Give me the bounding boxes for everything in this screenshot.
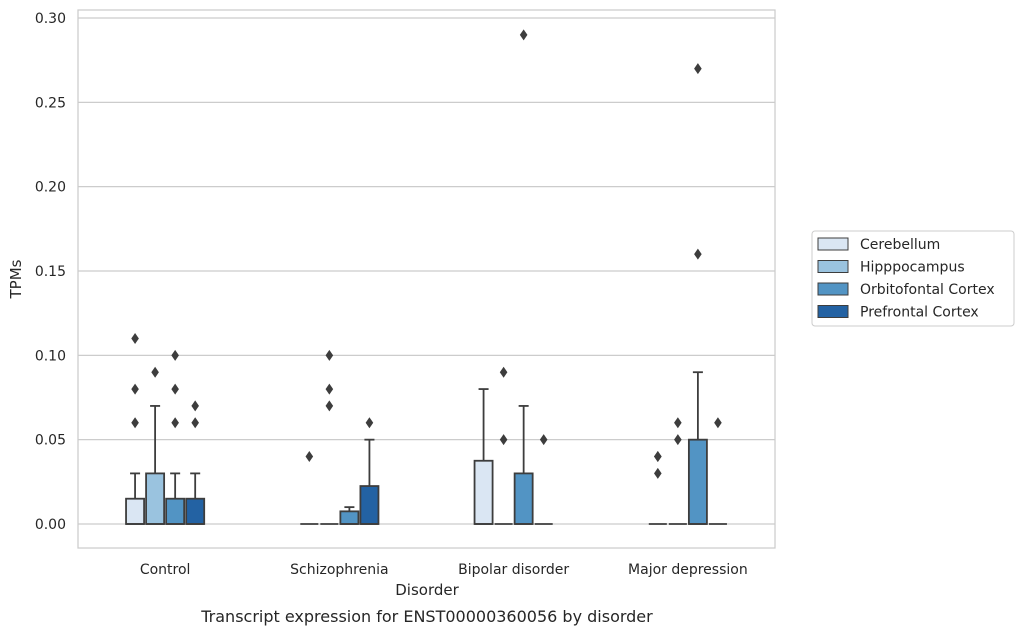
- y-tick-label: 0.10: [35, 348, 66, 364]
- x-axis-title: Disorder: [395, 581, 459, 599]
- outlier-point: [499, 434, 508, 446]
- box-body: [165, 497, 186, 525]
- legend-frame: [811, 230, 1015, 327]
- outlier-point: [519, 29, 528, 41]
- box-body: [125, 497, 145, 525]
- box-body: [513, 472, 534, 525]
- y-tick-label: 0.20: [35, 180, 66, 196]
- legend-swatch: [817, 237, 849, 251]
- legend-swatch: [817, 282, 849, 296]
- box-hipppocampus: [494, 366, 513, 525]
- legend-label: Hipppocampus: [860, 260, 965, 276]
- box-hipppocampus: [668, 417, 687, 525]
- box-body: [687, 438, 708, 525]
- box-prefrontal-cortex: [359, 417, 380, 525]
- box-body: [185, 497, 206, 525]
- outlier-point: [131, 417, 139, 429]
- outlier-point: [171, 417, 179, 429]
- box-orbitofontal-cortex: [339, 506, 360, 525]
- box-cerebellum: [473, 388, 494, 525]
- outlier-point: [131, 332, 139, 344]
- box-cerebellum: [125, 332, 145, 525]
- outlier-point: [325, 383, 334, 395]
- box-orbitofontal-cortex: [165, 349, 186, 525]
- box-cerebellum: [648, 451, 667, 525]
- outlier-point: [171, 383, 179, 395]
- box-hipppocampus: [145, 366, 166, 525]
- outlier-point: [674, 417, 682, 429]
- outlier-point: [654, 467, 662, 479]
- outlier-point: [151, 366, 159, 378]
- outlier-point: [305, 451, 314, 463]
- outlier-point: [365, 417, 374, 429]
- outlier-point: [539, 434, 548, 446]
- y-tick-label: 0.05: [35, 433, 66, 449]
- x-axis-ticks: Control Schizophrenia Bipolar disorder Majo…: [140, 562, 748, 578]
- outlier-point: [654, 451, 662, 463]
- outlier-point: [694, 63, 702, 75]
- y-tick-label: 0.00: [35, 517, 66, 533]
- legend-label: Prefrontal Cortex: [860, 305, 979, 321]
- outlier-point: [191, 400, 199, 412]
- box-body: [359, 485, 380, 525]
- legend-label: Orbitofontal Cortex: [860, 282, 995, 298]
- outlier-point: [674, 434, 682, 446]
- outlier-point: [694, 248, 702, 260]
- box-cerebellum: [300, 451, 319, 525]
- box-series: [125, 29, 727, 525]
- x-tick-label: Bipolar disorder: [458, 562, 569, 578]
- y-tick-label: 0.25: [35, 95, 66, 111]
- outlier-point: [714, 417, 722, 429]
- box-prefrontal-cortex: [185, 400, 206, 525]
- outlier-point: [325, 400, 334, 412]
- y-tick-label: 0.30: [35, 11, 66, 27]
- figure-caption: Transcript expression for ENST0000036005…: [200, 607, 653, 626]
- box-prefrontal-cortex: [708, 417, 727, 525]
- gridlines: [78, 17, 775, 525]
- y-tick-label: 0.15: [35, 264, 66, 280]
- box-orbitofontal-cortex: [687, 63, 708, 525]
- box-body: [473, 459, 494, 525]
- box-body: [145, 472, 166, 525]
- legend: Cerebellum Hipppocampus Orbitofontal Corte…: [811, 230, 1015, 327]
- y-axis-title: TPMs: [7, 259, 25, 299]
- box-body: [339, 510, 360, 525]
- x-tick-label: Control: [140, 562, 191, 578]
- outlier-point: [325, 349, 334, 361]
- box-orbitofontal-cortex: [513, 29, 534, 525]
- outlier-point: [131, 383, 139, 395]
- outlier-point: [171, 349, 179, 361]
- outlier-point: [499, 366, 508, 378]
- box-hipppocampus: [320, 349, 339, 525]
- x-tick-label: Schizophrenia: [290, 562, 388, 578]
- x-tick-label: Major depression: [628, 562, 748, 578]
- box-prefrontal-cortex: [534, 434, 553, 525]
- legend-swatch: [817, 260, 849, 273]
- outlier-point: [191, 417, 199, 429]
- y-axis-ticks: 0.00 0.05 0.10 0.15 0.20 0.25 0.30: [35, 11, 66, 533]
- plot-area-frame: [77, 9, 776, 549]
- legend-swatch: [817, 305, 849, 318]
- legend-label: Cerebellum: [860, 237, 940, 253]
